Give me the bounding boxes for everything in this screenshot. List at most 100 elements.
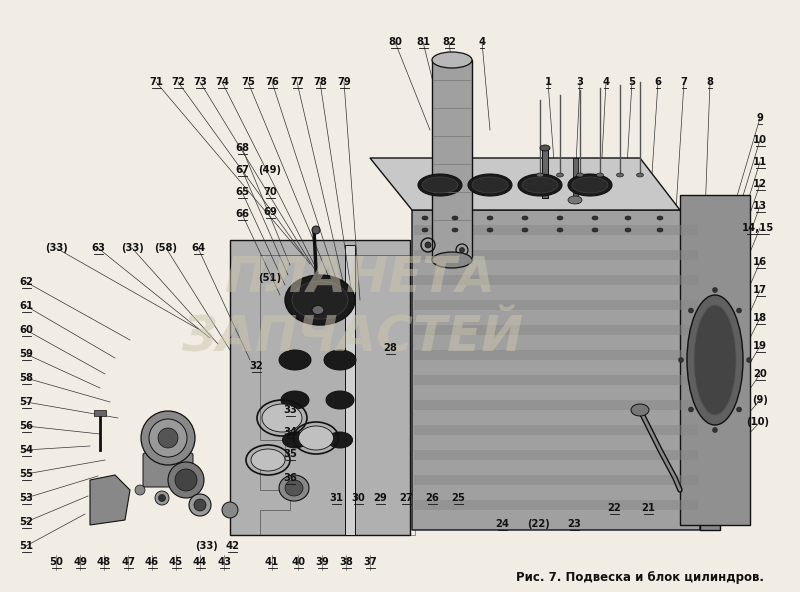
Text: 33: 33 [283, 405, 297, 415]
Ellipse shape [158, 494, 166, 501]
Text: 17: 17 [753, 285, 767, 295]
Text: 82: 82 [442, 37, 456, 47]
Ellipse shape [557, 216, 563, 220]
Text: (33): (33) [194, 541, 218, 551]
Text: 6: 6 [654, 77, 662, 87]
Ellipse shape [687, 295, 743, 425]
Text: (33): (33) [121, 243, 143, 253]
Ellipse shape [459, 247, 465, 253]
Text: (9): (9) [752, 395, 768, 405]
Bar [414, 375, 698, 385]
Text: 72: 72 [171, 77, 185, 87]
Polygon shape [345, 245, 355, 535]
Text: 1: 1 [545, 77, 551, 87]
Text: 49: 49 [73, 557, 87, 567]
Ellipse shape [418, 174, 462, 196]
Ellipse shape [452, 228, 458, 232]
Text: 52: 52 [19, 517, 33, 527]
Text: 26: 26 [425, 493, 439, 503]
Text: 62: 62 [19, 277, 33, 287]
Bar [414, 400, 698, 410]
Text: 47: 47 [121, 557, 135, 567]
Bar [414, 250, 698, 260]
Ellipse shape [135, 485, 145, 495]
Ellipse shape [631, 404, 649, 416]
Text: 68: 68 [235, 143, 249, 153]
Ellipse shape [432, 252, 472, 268]
Text: 34: 34 [283, 427, 297, 437]
Ellipse shape [155, 491, 169, 505]
Ellipse shape [279, 475, 309, 501]
Bar [542, 148, 548, 198]
Text: 39: 39 [315, 557, 329, 567]
Text: 60: 60 [19, 325, 33, 335]
Ellipse shape [577, 173, 583, 177]
Polygon shape [680, 210, 720, 530]
Ellipse shape [425, 242, 431, 248]
Ellipse shape [432, 52, 472, 68]
Text: ПЛАНЕТА: ПЛАНЕТА [225, 254, 495, 303]
Ellipse shape [422, 177, 458, 193]
Text: 54: 54 [19, 445, 33, 455]
Text: 9: 9 [757, 113, 763, 123]
Bar [432, 60, 472, 260]
Text: Рис. 7. Подвеска и блок цилиндров.: Рис. 7. Подвеска и блок цилиндров. [516, 571, 764, 584]
Text: 4: 4 [602, 77, 610, 87]
Ellipse shape [522, 177, 558, 193]
Ellipse shape [678, 358, 683, 362]
Text: (58): (58) [154, 243, 178, 253]
Text: (51): (51) [258, 273, 282, 283]
Ellipse shape [592, 216, 598, 220]
Text: 66: 66 [235, 209, 249, 219]
Ellipse shape [689, 308, 694, 313]
Text: 23: 23 [567, 519, 581, 529]
Ellipse shape [194, 499, 206, 511]
Ellipse shape [572, 177, 608, 193]
Text: (22): (22) [526, 519, 550, 529]
Text: 5: 5 [629, 77, 635, 87]
Text: 67: 67 [235, 165, 249, 175]
Text: 20: 20 [753, 369, 767, 379]
Text: 48: 48 [97, 557, 111, 567]
Ellipse shape [279, 350, 311, 370]
Bar [414, 325, 698, 335]
Text: 3: 3 [577, 77, 583, 87]
Text: 78: 78 [313, 77, 327, 87]
Text: 41: 41 [265, 557, 279, 567]
Text: 46: 46 [145, 557, 159, 567]
Text: 19: 19 [753, 341, 767, 351]
Ellipse shape [285, 275, 355, 325]
Text: 35: 35 [283, 449, 297, 459]
Bar [94, 410, 106, 416]
Text: 70: 70 [263, 187, 277, 197]
Text: 44: 44 [193, 557, 207, 567]
Ellipse shape [282, 432, 307, 448]
Ellipse shape [189, 494, 211, 516]
Text: 59: 59 [19, 349, 33, 359]
Ellipse shape [557, 173, 563, 177]
Ellipse shape [737, 308, 742, 313]
Text: (49): (49) [258, 165, 282, 175]
Text: 64: 64 [191, 243, 205, 253]
Ellipse shape [149, 419, 187, 457]
Text: 69: 69 [263, 207, 277, 217]
Bar [414, 275, 698, 285]
Ellipse shape [452, 216, 458, 220]
Polygon shape [370, 158, 680, 210]
Ellipse shape [487, 228, 493, 232]
Ellipse shape [737, 407, 742, 412]
Ellipse shape [557, 228, 563, 232]
Ellipse shape [292, 281, 348, 319]
Ellipse shape [468, 174, 512, 196]
Text: 29: 29 [373, 493, 387, 503]
Bar [414, 300, 698, 310]
Text: 56: 56 [19, 421, 33, 431]
Ellipse shape [222, 502, 238, 518]
Ellipse shape [168, 462, 204, 498]
Text: 4: 4 [478, 37, 486, 47]
Text: 14,15: 14,15 [742, 223, 774, 233]
Ellipse shape [568, 196, 582, 204]
Text: 51: 51 [19, 541, 33, 551]
Text: (33): (33) [45, 243, 67, 253]
Ellipse shape [298, 426, 334, 450]
